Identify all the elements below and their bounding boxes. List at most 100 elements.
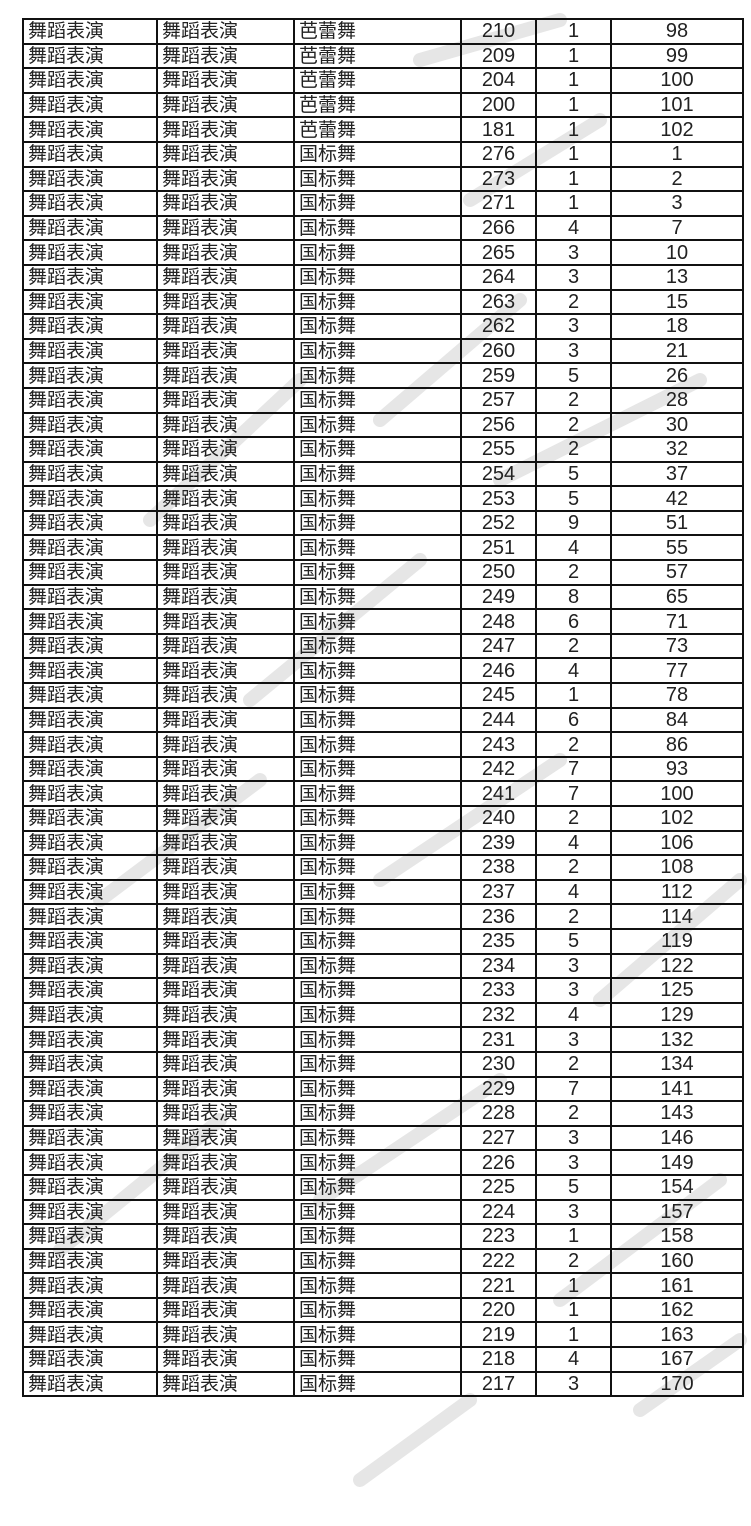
score-cell: 276 <box>460 140 537 168</box>
cumulative-cell: 51 <box>610 509 744 537</box>
score-cell: 254 <box>460 460 537 488</box>
table-row: 舞蹈表演 舞蹈表演 国标舞 223 1 158 <box>22 1223 744 1250</box>
table-row: 舞蹈表演 舞蹈表演 国标舞 241 7 100 <box>22 780 744 807</box>
direction-cell: 国标舞 <box>293 1272 462 1299</box>
count-cell: 3 <box>535 977 612 1004</box>
score-cell: 227 <box>460 1124 537 1152</box>
score-cell: 264 <box>460 263 537 291</box>
major-cell: 舞蹈表演 <box>156 411 295 439</box>
major-cell: 舞蹈表演 <box>156 952 295 980</box>
cumulative-cell: 129 <box>610 1001 744 1029</box>
category-cell: 舞蹈表演 <box>22 1296 158 1324</box>
cumulative-cell: 98 <box>610 18 744 45</box>
cumulative-cell: 28 <box>610 386 744 414</box>
major-cell: 舞蹈表演 <box>156 1124 295 1152</box>
cumulative-cell: 102 <box>610 116 744 143</box>
category-cell: 舞蹈表演 <box>22 313 158 340</box>
direction-cell: 国标舞 <box>293 1026 462 1053</box>
direction-cell: 国标舞 <box>293 239 462 266</box>
cumulative-cell: 1 <box>610 140 744 168</box>
table-row: 舞蹈表演 舞蹈表演 国标舞 222 2 160 <box>22 1247 744 1275</box>
direction-cell: 国标舞 <box>293 362 462 389</box>
count-cell: 2 <box>535 903 612 930</box>
category-cell: 舞蹈表演 <box>22 534 158 562</box>
category-cell: 舞蹈表演 <box>22 337 158 365</box>
major-cell: 舞蹈表演 <box>156 263 295 291</box>
category-cell: 舞蹈表演 <box>22 509 158 537</box>
major-cell: 舞蹈表演 <box>156 903 295 930</box>
count-cell: 2 <box>535 1247 612 1275</box>
cumulative-cell: 71 <box>610 608 744 635</box>
cumulative-cell: 93 <box>610 755 744 783</box>
count-cell: 2 <box>535 559 612 586</box>
score-cell: 239 <box>460 829 537 857</box>
direction-cell: 国标舞 <box>293 1050 462 1078</box>
cumulative-cell: 100 <box>610 780 744 807</box>
score-cell: 228 <box>460 1100 537 1127</box>
count-cell: 4 <box>535 214 612 242</box>
major-cell: 舞蹈表演 <box>156 1247 295 1275</box>
major-cell: 舞蹈表演 <box>156 165 295 193</box>
category-cell: 舞蹈表演 <box>22 1223 158 1250</box>
score-cell: 200 <box>460 91 537 119</box>
cumulative-cell: 125 <box>610 977 744 1004</box>
direction-cell: 国标舞 <box>293 1149 462 1176</box>
table-row: 舞蹈表演 舞蹈表演 国标舞 250 2 57 <box>22 559 744 586</box>
cumulative-cell: 122 <box>610 952 744 980</box>
direction-cell: 国标舞 <box>293 509 462 537</box>
count-cell: 1 <box>535 1223 612 1250</box>
major-cell: 舞蹈表演 <box>156 927 295 955</box>
direction-cell: 国标舞 <box>293 657 462 685</box>
count-cell: 5 <box>535 927 612 955</box>
table-row: 舞蹈表演 舞蹈表演 国标舞 252 9 51 <box>22 509 744 537</box>
count-cell: 4 <box>535 534 612 562</box>
cumulative-cell: 32 <box>610 436 744 463</box>
major-cell: 舞蹈表演 <box>156 313 295 340</box>
table-row: 舞蹈表演 舞蹈表演 国标舞 255 2 32 <box>22 436 744 463</box>
cumulative-cell: 163 <box>610 1321 744 1349</box>
score-cell: 265 <box>460 239 537 266</box>
direction-cell: 芭蕾舞 <box>293 42 462 70</box>
score-cell: 266 <box>460 214 537 242</box>
major-cell: 舞蹈表演 <box>156 1198 295 1226</box>
cumulative-cell: 149 <box>610 1149 744 1176</box>
table-row: 舞蹈表演 舞蹈表演 国标舞 240 2 102 <box>22 805 744 832</box>
count-cell: 5 <box>535 485 612 512</box>
major-cell: 舞蹈表演 <box>156 829 295 857</box>
count-cell: 1 <box>535 1296 612 1324</box>
major-cell: 舞蹈表演 <box>156 1050 295 1078</box>
major-cell: 舞蹈表演 <box>156 1346 295 1373</box>
cumulative-cell: 158 <box>610 1223 744 1250</box>
major-cell: 舞蹈表演 <box>156 485 295 512</box>
score-cell: 252 <box>460 509 537 537</box>
major-cell: 舞蹈表演 <box>156 436 295 463</box>
direction-cell: 国标舞 <box>293 140 462 168</box>
direction-cell: 国标舞 <box>293 829 462 857</box>
count-cell: 1 <box>535 190 612 217</box>
table-row: 舞蹈表演 舞蹈表演 国标舞 251 4 55 <box>22 534 744 562</box>
table-row: 舞蹈表演 舞蹈表演 国标舞 247 2 73 <box>22 632 744 660</box>
table-row: 舞蹈表演 舞蹈表演 国标舞 217 3 170 <box>22 1370 744 1398</box>
category-cell: 舞蹈表演 <box>22 436 158 463</box>
score-cell: 256 <box>460 411 537 439</box>
score-cell: 245 <box>460 682 537 709</box>
table-row: 舞蹈表演 舞蹈表演 国标舞 264 3 13 <box>22 263 744 291</box>
score-cell: 244 <box>460 706 537 734</box>
direction-cell: 国标舞 <box>293 1370 462 1398</box>
direction-cell: 国标舞 <box>293 731 462 758</box>
table-row: 舞蹈表演 舞蹈表演 国标舞 239 4 106 <box>22 829 744 857</box>
score-cell: 248 <box>460 608 537 635</box>
count-cell: 4 <box>535 1001 612 1029</box>
category-cell: 舞蹈表演 <box>22 805 158 832</box>
table-row: 舞蹈表演 舞蹈表演 国标舞 254 5 37 <box>22 460 744 488</box>
count-cell: 3 <box>535 1026 612 1053</box>
major-cell: 舞蹈表演 <box>156 559 295 586</box>
count-cell: 2 <box>535 731 612 758</box>
cumulative-cell: 134 <box>610 1050 744 1078</box>
major-cell: 舞蹈表演 <box>156 583 295 611</box>
score-cell: 221 <box>460 1272 537 1299</box>
category-cell: 舞蹈表演 <box>22 952 158 980</box>
major-cell: 舞蹈表演 <box>156 1296 295 1324</box>
cumulative-cell: 162 <box>610 1296 744 1324</box>
count-cell: 5 <box>535 1173 612 1201</box>
